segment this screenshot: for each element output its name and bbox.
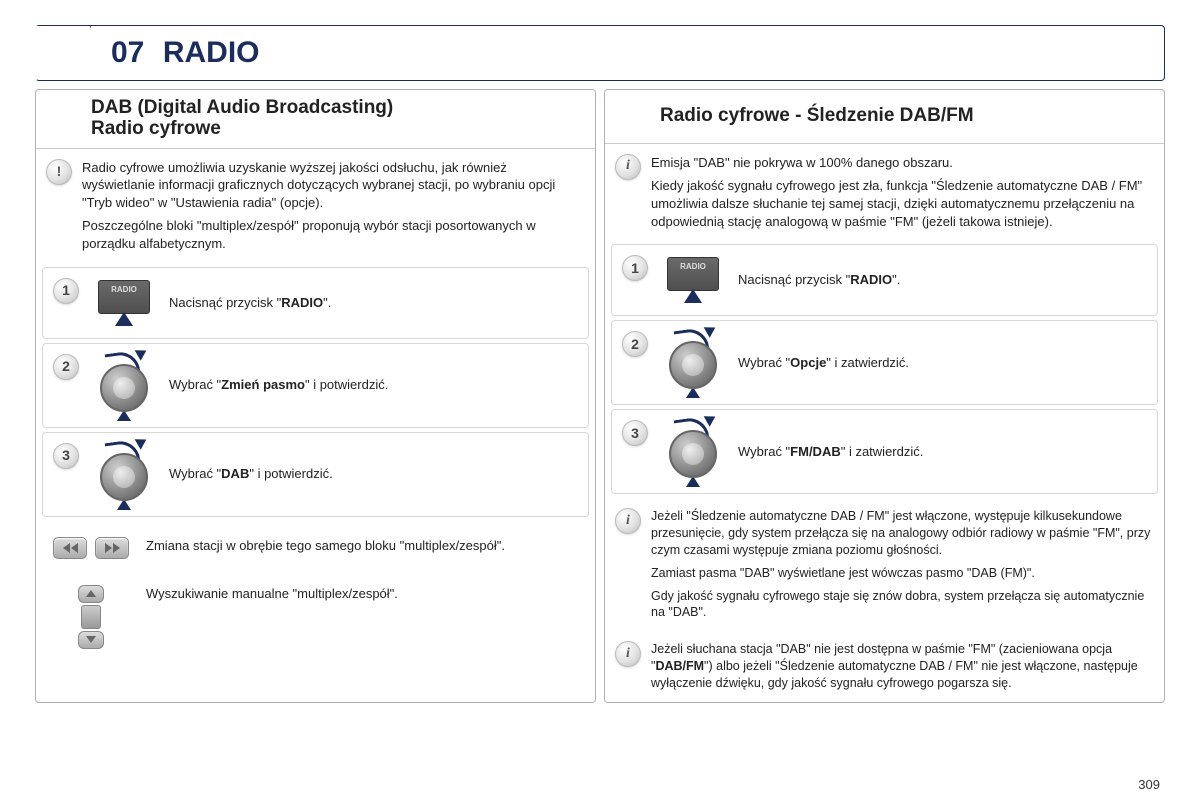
curve-arrow-icon <box>100 439 148 453</box>
section-title: RADIO <box>163 36 260 69</box>
right-note-2: i Jeżeli słuchana stacja "DAB" nie jest … <box>605 631 1164 702</box>
step-number: 2 <box>622 331 648 357</box>
step-text-bold: RADIO <box>850 272 892 287</box>
step-text-post: " i potwierdzić. <box>249 466 332 481</box>
step-number: 3 <box>622 420 648 446</box>
dial-icon <box>100 453 148 501</box>
step-text-pre: Wybrać " <box>169 377 221 392</box>
left-column: DAB (Digital Audio Broadcasting) Radio c… <box>35 89 596 703</box>
left-step-1: 1 RADIO Nacisnąć przycisk "RADIO". <box>42 267 589 339</box>
left-info-p1: Radio cyfrowe umożliwia uzyskanie wyższe… <box>82 159 583 212</box>
step-number: 1 <box>622 255 648 281</box>
left-header-line1: DAB (Digital Audio Broadcasting) <box>91 97 393 118</box>
right-column: Radio cyfrowe - Śledzenie DAB/FM i Emisj… <box>604 89 1165 703</box>
step-text-pre: Wybrać " <box>738 444 790 459</box>
dial-icon <box>669 341 717 389</box>
seek-next-icon <box>95 537 129 559</box>
step-text-bold: FM/DAB <box>790 444 841 459</box>
right-info-p2: Kiedy jakość sygnału cyfrowego jest zła,… <box>651 177 1152 230</box>
note1-p3: Gdy jakość sygnału cyfrowego staje się z… <box>651 588 1152 622</box>
step-text-bold: RADIO <box>281 295 323 310</box>
step-text-post: ". <box>323 295 331 310</box>
rocker-text: Wyszukiwanie manualne "multiplex/zespół"… <box>146 585 583 603</box>
right-step-1: 1 RADIO Nacisnąć przycisk "RADIO". <box>611 244 1158 316</box>
left-step-3: 3 Wybrać "DAB" i potwierdzić. <box>42 432 589 517</box>
left-header-line2: Radio cyfrowe <box>91 118 221 139</box>
columns: DAB (Digital Audio Broadcasting) Radio c… <box>35 89 1165 703</box>
step-text-post: " i zatwierdzić. <box>826 355 909 370</box>
arrow-up-icon <box>684 289 702 303</box>
left-info: ! Radio cyfrowe umożliwia uzyskanie wyżs… <box>36 149 595 263</box>
seek-text: Zmiana stacji w obrębie tego samego blok… <box>146 537 583 555</box>
right-step-3: 3 Wybrać "FM/DAB" i zatwierdzić. <box>611 409 1158 494</box>
curve-arrow-icon <box>669 327 717 341</box>
right-note-1: i Jeżeli "Śledzenie automatyczne DAB / F… <box>605 498 1164 631</box>
step-text-pre: Nacisnąć przycisk " <box>738 272 850 287</box>
info-icon: i <box>615 508 641 534</box>
section-title-bar: 07 RADIO <box>35 25 1165 81</box>
step-text-pre: Wybrać " <box>738 355 790 370</box>
info-icon: i <box>615 154 641 180</box>
right-step-2: 2 Wybrać "Opcje" i zatwierdzić. <box>611 320 1158 405</box>
dial-icon <box>669 430 717 478</box>
radio-button-icon: RADIO <box>98 280 150 314</box>
curve-arrow-icon <box>669 416 717 430</box>
right-info: i Emisja "DAB" nie pokrywa w 100% danego… <box>605 144 1164 240</box>
step-number: 1 <box>53 278 79 304</box>
curve-arrow-icon <box>100 350 148 364</box>
step-text-bold: DAB <box>221 466 249 481</box>
dial-icon <box>100 364 148 412</box>
left-seek-row: Zmiana stacji w obrębie tego samego blok… <box>36 531 595 565</box>
step-number: 3 <box>53 443 79 469</box>
section-number: 07 <box>111 36 144 69</box>
left-rocker-row: Wyszukiwanie manualne "multiplex/zespół"… <box>36 579 595 663</box>
note1-p1: Jeżeli "Śledzenie automatyczne DAB / FM"… <box>651 508 1152 559</box>
step-text-post: " i zatwierdzić. <box>841 444 924 459</box>
page-number: 309 <box>1138 777 1160 792</box>
seek-prev-icon <box>53 537 87 559</box>
arrow-up-icon <box>115 312 133 326</box>
alert-icon: ! <box>46 159 72 185</box>
info-icon: i <box>615 641 641 667</box>
left-header: DAB (Digital Audio Broadcasting) Radio c… <box>36 90 595 149</box>
right-header-text: Radio cyfrowe - Śledzenie DAB/FM <box>660 106 1154 127</box>
left-step-2: 2 Wybrać "Zmień pasmo" i potwierdzić. <box>42 343 589 428</box>
step-text-pre: Nacisnąć przycisk " <box>169 295 281 310</box>
left-info-p2: Poszczególne bloki "multiplex/zespół" pr… <box>82 217 583 252</box>
step-text-bold: Zmień pasmo <box>221 377 305 392</box>
step-number: 2 <box>53 354 79 380</box>
right-info-p1: Emisja "DAB" nie pokrywa w 100% danego o… <box>651 154 1152 172</box>
step-text-post: " i potwierdzić. <box>305 377 388 392</box>
note2-bold: DAB/FM <box>655 659 704 673</box>
note2-post: ") albo jeżeli "Śledzenie automatyczne D… <box>651 659 1138 690</box>
radio-button-icon: RADIO <box>667 257 719 291</box>
step-text-bold: Opcje <box>790 355 826 370</box>
note1-p2: Zamiast pasma "DAB" wyświetlane jest wów… <box>651 565 1152 582</box>
step-text-post: ". <box>892 272 900 287</box>
step-text-pre: Wybrać " <box>169 466 221 481</box>
right-header: Radio cyfrowe - Śledzenie DAB/FM <box>605 90 1164 144</box>
rocker-icon <box>77 585 105 649</box>
